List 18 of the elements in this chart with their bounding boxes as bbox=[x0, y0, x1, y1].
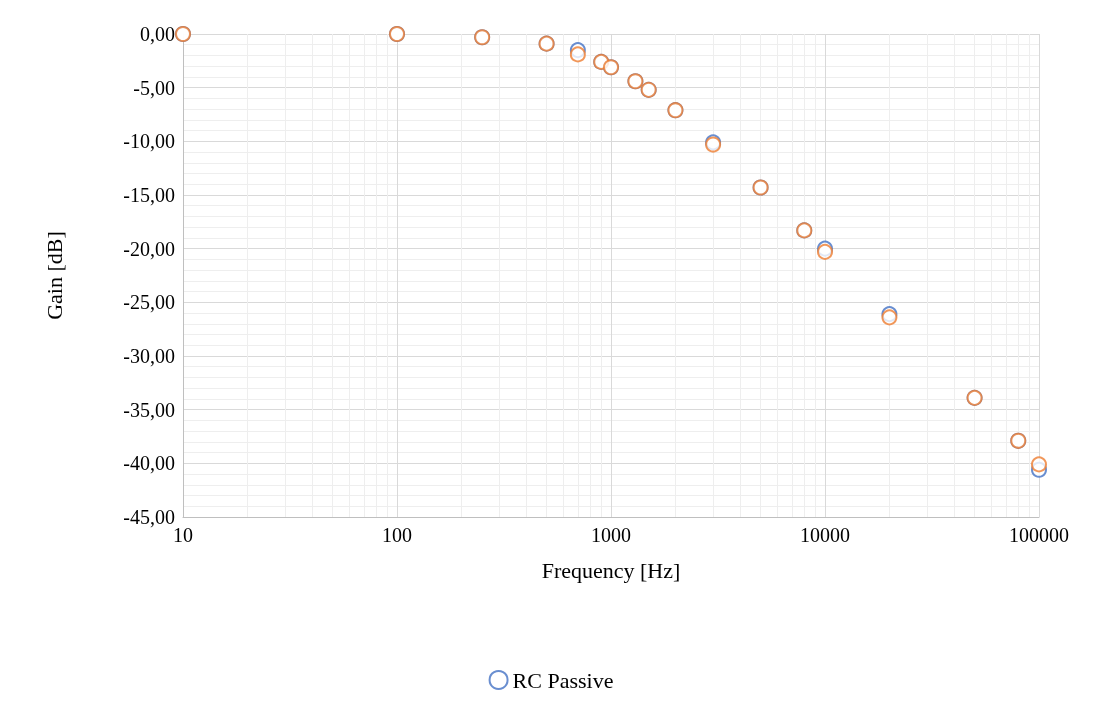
y-tick-label: -40,00 bbox=[123, 452, 175, 475]
x-tick-label: 100 bbox=[382, 524, 412, 546]
y-tick-label: -5,00 bbox=[133, 76, 175, 99]
legend-label: RC Passive bbox=[512, 667, 614, 693]
x-tick-label: 10 bbox=[173, 524, 193, 546]
x-tick-label: 10000 bbox=[800, 524, 850, 546]
y-tick-label: -10,00 bbox=[123, 130, 175, 153]
y-tick-label: -30,00 bbox=[123, 345, 175, 367]
y-tick-label: -25,00 bbox=[123, 291, 175, 314]
x-axis-title: Frequency [Hz] bbox=[541, 557, 681, 583]
y-tick-label: -45,00 bbox=[123, 506, 175, 528]
y-tick-label: -35,00 bbox=[123, 398, 175, 421]
x-tick-label: 100000 bbox=[1009, 524, 1069, 546]
y-tick-label: -20,00 bbox=[123, 237, 175, 260]
y-tick-label: -15,00 bbox=[123, 184, 175, 206]
x-tick-label: 1000 bbox=[591, 524, 631, 546]
y-axis-title: Gain [dB] bbox=[41, 231, 67, 320]
y-tick-label: 0,00 bbox=[140, 23, 175, 45]
